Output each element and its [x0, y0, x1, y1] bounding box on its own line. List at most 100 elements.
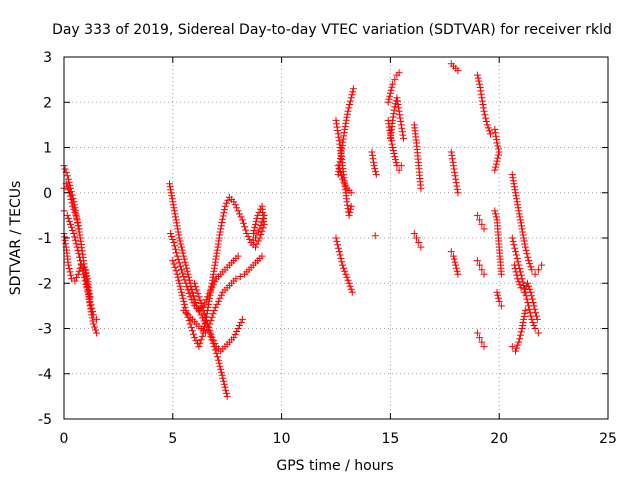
data-point — [343, 273, 351, 281]
data-point — [174, 228, 182, 236]
data-point — [196, 339, 204, 347]
data-point — [72, 240, 80, 248]
data-point — [480, 225, 488, 233]
data-point — [389, 113, 397, 121]
series-arc8 — [180, 252, 266, 337]
data-point — [74, 270, 82, 278]
data-point — [232, 275, 240, 283]
data-point — [513, 195, 521, 203]
data-point — [516, 216, 524, 224]
data-point — [483, 121, 491, 129]
data-point — [192, 337, 200, 345]
data-point — [527, 288, 535, 296]
data-point — [337, 172, 345, 180]
data-point — [349, 85, 357, 93]
data-point — [533, 315, 541, 323]
data-point — [521, 243, 529, 251]
data-point — [518, 225, 526, 233]
data-point — [255, 208, 263, 216]
data-point — [253, 240, 261, 248]
data-point — [219, 215, 226, 223]
data-point — [220, 209, 228, 217]
data-point — [335, 248, 343, 256]
data-point — [62, 240, 70, 248]
data-point — [66, 268, 74, 276]
data-point — [510, 183, 518, 191]
data-point — [450, 252, 457, 260]
data-point — [512, 347, 519, 355]
data-point — [249, 230, 257, 237]
data-point — [224, 196, 232, 204]
data-point — [71, 208, 79, 216]
data-point — [209, 337, 217, 345]
data-point — [524, 253, 532, 261]
data-point — [234, 207, 242, 215]
data-point — [223, 392, 231, 400]
data-point — [513, 254, 521, 262]
data-point — [169, 257, 177, 265]
data-point — [222, 386, 230, 394]
data-point — [64, 214, 72, 222]
data-point — [205, 323, 213, 331]
series-arc10 — [247, 202, 268, 251]
data-point — [183, 267, 191, 275]
data-point — [188, 285, 196, 293]
data-point — [171, 263, 179, 271]
data-point — [236, 210, 243, 218]
data-point — [254, 211, 262, 219]
data-point — [522, 246, 530, 254]
data-point — [392, 156, 399, 164]
data-point — [482, 114, 490, 122]
data-point — [187, 323, 195, 331]
data-point — [493, 139, 501, 147]
data-point — [392, 159, 400, 167]
data-point — [230, 198, 238, 206]
data-point — [253, 214, 261, 222]
data-point — [173, 270, 181, 278]
data-point — [216, 294, 224, 302]
data-point — [66, 192, 74, 200]
data-point — [76, 264, 84, 272]
data-point — [172, 267, 180, 275]
data-point — [258, 252, 266, 260]
series-arc27 — [473, 257, 488, 278]
data-point — [336, 168, 344, 176]
data-point — [180, 273, 188, 280]
series-arc20 — [410, 121, 425, 192]
data-point — [217, 368, 225, 376]
data-point — [63, 183, 71, 191]
data-point — [258, 227, 266, 235]
data-point — [195, 343, 203, 351]
data-point — [475, 77, 483, 85]
data-point — [196, 308, 204, 316]
series-arc14 — [334, 162, 355, 197]
data-point — [396, 111, 404, 119]
data-point — [529, 319, 537, 326]
data-point — [511, 265, 519, 272]
data-point — [217, 291, 225, 299]
series-arc25 — [473, 71, 494, 138]
series-arc30 — [491, 207, 505, 278]
data-point — [399, 131, 407, 139]
data-point — [346, 282, 354, 290]
data-point — [202, 296, 210, 304]
data-point — [69, 202, 77, 210]
data-point — [223, 199, 230, 207]
data-point — [386, 89, 394, 97]
data-point — [530, 322, 538, 329]
data-point — [191, 279, 199, 287]
y-tick-label: -1 — [38, 231, 52, 247]
series-arc13 — [334, 85, 357, 179]
data-point — [393, 94, 401, 102]
data-point — [221, 202, 229, 210]
data-point — [183, 310, 191, 318]
data-point — [218, 371, 226, 379]
data-point — [385, 95, 393, 103]
data-point — [513, 344, 521, 352]
data-point — [63, 211, 71, 219]
data-point — [64, 261, 72, 269]
data-point — [480, 270, 488, 278]
data-point — [251, 223, 259, 231]
data-point — [450, 165, 458, 173]
data-point — [207, 330, 215, 338]
